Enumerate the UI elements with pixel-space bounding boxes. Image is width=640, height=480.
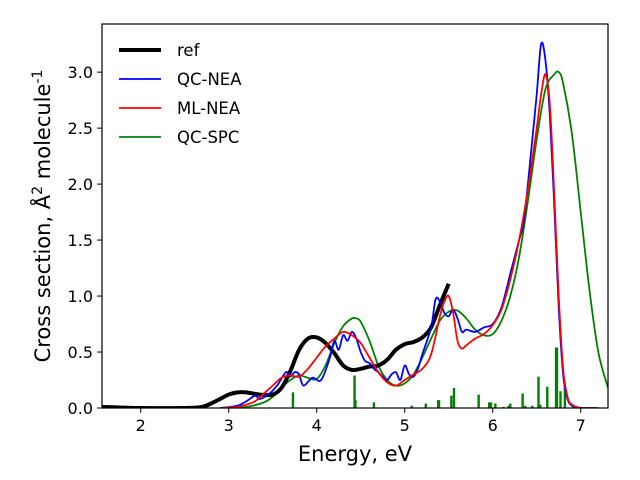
y-axis: 0.0 0.5 1.0 1.5 2.0 2.5 3.0 bbox=[68, 63, 102, 418]
transition-sticks bbox=[291, 347, 567, 408]
transition-stick bbox=[477, 394, 480, 408]
y-axis-label-sup2: -1 bbox=[30, 70, 46, 84]
y-axis-label-main: Cross section, Å bbox=[29, 194, 55, 362]
y-axis-label: Cross section, Å2 molecule-1 bbox=[29, 70, 55, 363]
y-tick-label: 0.0 bbox=[68, 399, 93, 418]
x-tick-label: 7 bbox=[576, 416, 586, 435]
transition-stick bbox=[424, 403, 428, 408]
legend-label-ref: ref bbox=[177, 41, 201, 60]
x-tick-label: 2 bbox=[136, 416, 146, 435]
y-tick-label: 0.5 bbox=[68, 343, 93, 362]
transition-stick bbox=[450, 395, 453, 408]
legend: ref QC-NEA ML-NEA QC-SPC bbox=[119, 41, 242, 147]
transition-stick bbox=[524, 405, 527, 408]
x-tick-label: 5 bbox=[400, 416, 410, 435]
x-axis-label: Energy, eV bbox=[298, 442, 413, 466]
plot-frame bbox=[101, 23, 609, 409]
transition-stick bbox=[452, 387, 456, 408]
transition-stick bbox=[531, 405, 534, 408]
y-tick-label: 1.0 bbox=[68, 287, 93, 306]
series-line-qc-nea bbox=[219, 41, 599, 408]
transition-stick bbox=[559, 391, 562, 408]
transition-stick bbox=[509, 403, 512, 408]
y-tick-label: 2.5 bbox=[68, 119, 93, 138]
transition-stick bbox=[546, 386, 549, 408]
transition-stick bbox=[489, 402, 493, 408]
y-axis-label-rest: molecule bbox=[31, 84, 55, 186]
y-tick-label: 1.5 bbox=[68, 231, 93, 250]
transition-stick bbox=[494, 403, 497, 408]
transition-stick bbox=[488, 402, 491, 408]
transition-stick bbox=[555, 347, 559, 408]
x-tick-label: 6 bbox=[488, 416, 498, 435]
legend-label-qc-spc: QC-SPC bbox=[177, 128, 239, 147]
transition-stick bbox=[354, 400, 357, 408]
legend-label-qc-nea: QC-NEA bbox=[177, 70, 242, 89]
series-line-ref bbox=[102, 282, 451, 408]
transition-stick bbox=[372, 402, 376, 408]
series-line-qc-spc bbox=[228, 70, 608, 408]
transition-stick bbox=[507, 405, 510, 408]
transition-stick bbox=[539, 404, 542, 408]
x-axis: 2 3 4 5 6 7 bbox=[136, 408, 586, 435]
x-tick-label: 3 bbox=[224, 416, 234, 435]
transition-stick bbox=[410, 405, 413, 408]
y-axis-label-sup: 2 bbox=[30, 186, 46, 195]
y-tick-label: 2.0 bbox=[68, 175, 93, 194]
legend-label-ml-nea: ML-NEA bbox=[177, 99, 241, 118]
x-tick-label: 4 bbox=[312, 416, 322, 435]
transition-stick bbox=[437, 400, 441, 408]
transition-stick bbox=[291, 392, 295, 408]
transition-stick bbox=[563, 386, 567, 408]
series-line-ml-nea bbox=[219, 73, 590, 408]
transition-stick bbox=[521, 393, 524, 408]
spectrum-lines bbox=[102, 41, 608, 408]
transition-stick bbox=[353, 375, 356, 408]
transition-stick bbox=[537, 376, 540, 408]
y-tick-label: 3.0 bbox=[68, 63, 93, 82]
